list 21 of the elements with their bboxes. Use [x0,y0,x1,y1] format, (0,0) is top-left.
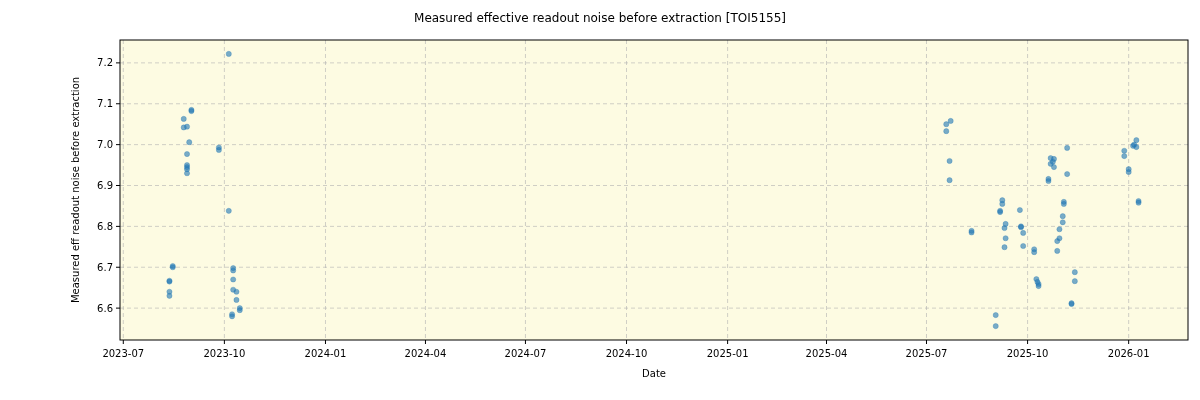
y-tick-label: 6.6 [97,302,113,314]
x-tick-label: 2025-04 [805,348,848,359]
y-tick-label: 6.8 [97,220,113,232]
x-tick-label: 2024-01 [304,348,347,359]
x-tick-label: 2025-01 [706,348,749,359]
chart-title: Measured effective readout noise before extraction [TOI5155] [414,11,786,25]
x-tick-label: 2023-10 [203,348,246,359]
x-tick-label: 2024-07 [504,348,547,359]
y-axis-title: Measured eff readout noise before extraction [70,76,81,304]
x-tick-label: 2024-04 [404,348,447,359]
y-tick-label: 7.1 [97,98,113,110]
x-tick-label: 2023-07 [102,348,145,359]
x-tick-label: 2025-10 [1006,348,1049,359]
y-tick-label: 7.2 [97,57,113,69]
x-tick-label: 2024-10 [605,348,648,359]
x-tick-label: 2026-01 [1107,348,1150,359]
y-tick-label: 6.7 [97,261,113,273]
x-axis-title: Date [642,368,666,379]
x-tick-label: 2025-07 [905,348,948,359]
y-tick-label: 6.9 [97,180,113,191]
y-tick-label: 7.0 [97,139,113,151]
